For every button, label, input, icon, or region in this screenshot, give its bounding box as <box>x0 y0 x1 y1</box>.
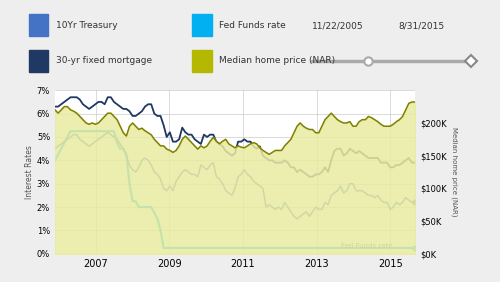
Text: 30-yr fixed mortgage: 30-yr fixed mortgage <box>56 56 152 65</box>
Text: Fed Funds rate: Fed Funds rate <box>340 243 392 249</box>
FancyBboxPatch shape <box>29 14 48 36</box>
Text: 10Yr Treasury: 10Yr Treasury <box>56 21 117 30</box>
Text: Median home price (NAR): Median home price (NAR) <box>219 56 335 65</box>
Text: 11/22/2005: 11/22/2005 <box>312 22 364 31</box>
Text: 8/31/2015: 8/31/2015 <box>399 22 445 31</box>
FancyBboxPatch shape <box>29 50 48 72</box>
Y-axis label: Interest Rates: Interest Rates <box>25 145 34 199</box>
FancyBboxPatch shape <box>192 14 212 36</box>
Y-axis label: Median home price (NAR): Median home price (NAR) <box>450 127 457 217</box>
Text: Fed Funds rate: Fed Funds rate <box>219 21 286 30</box>
FancyBboxPatch shape <box>192 50 212 72</box>
